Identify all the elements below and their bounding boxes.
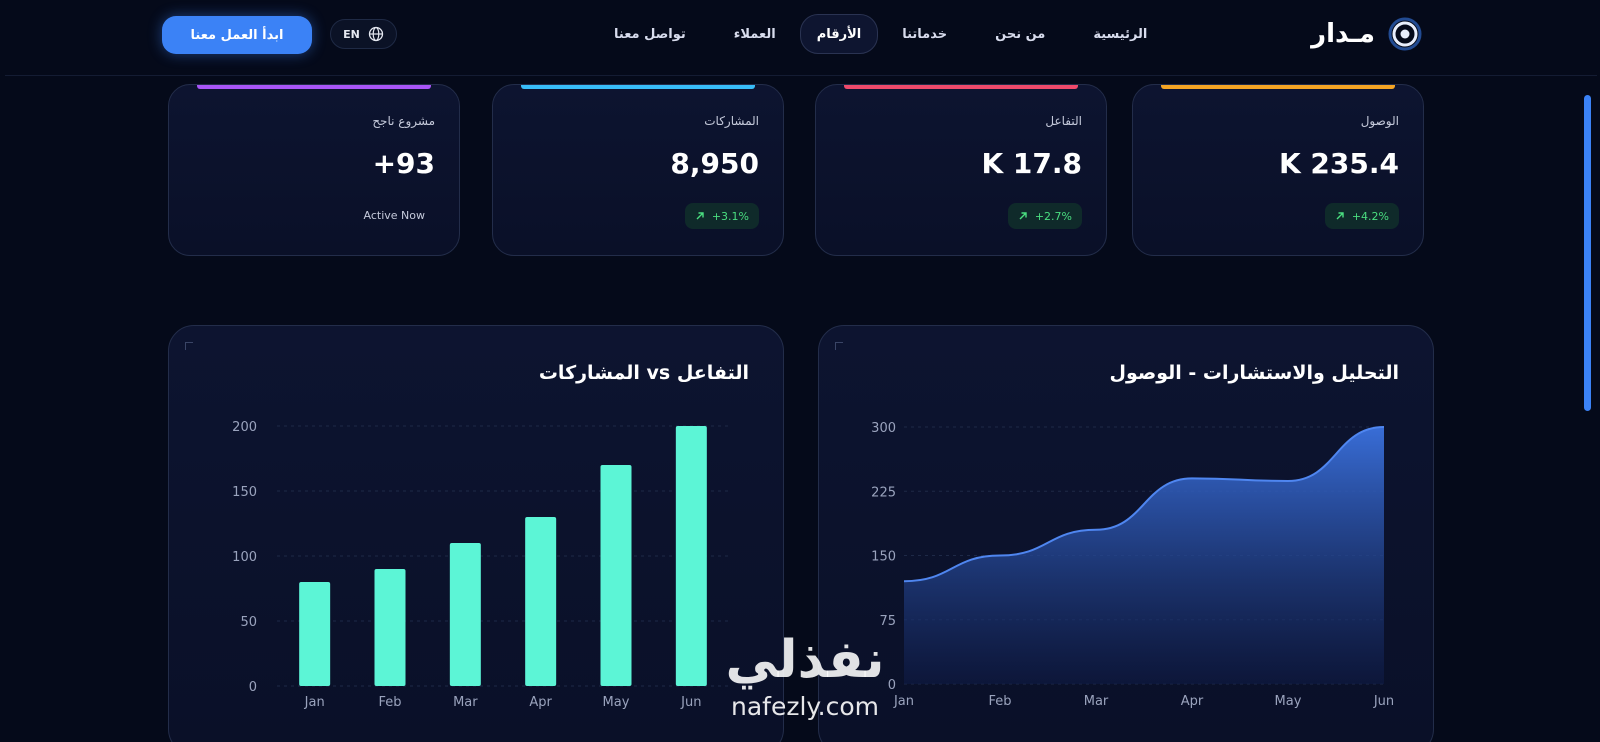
nav-links: الرئيسية من نحن خدماتنا الأرقام العملاء … xyxy=(590,14,1171,54)
x-tick-label: Jan xyxy=(893,694,914,709)
stat-accent-bar xyxy=(197,85,431,89)
y-tick-label: 0 xyxy=(249,680,257,695)
stat-value: K 17.8 xyxy=(981,147,1082,180)
y-tick-label: 225 xyxy=(871,485,896,500)
x-tick-label: Feb xyxy=(378,695,401,710)
y-tick-label: 100 xyxy=(232,550,257,565)
corner-mark xyxy=(185,342,193,350)
page-scrollbar-thumb[interactable] xyxy=(1584,95,1591,411)
chart-title: التفاعل vs المشاركات xyxy=(538,362,749,384)
area-series-fill xyxy=(904,427,1384,684)
arrow-up-right-icon xyxy=(696,212,704,220)
x-tick-label: Jan xyxy=(304,695,325,710)
x-tick-label: Apr xyxy=(1181,694,1204,709)
bar-mark xyxy=(600,465,632,686)
x-tick-label: Mar xyxy=(453,695,478,710)
arrow-up-right-icon xyxy=(1336,212,1344,220)
bar-mark xyxy=(374,569,406,686)
stat-change-badge: +3.1% xyxy=(684,203,759,229)
corner-mark xyxy=(835,342,843,350)
bar-chart: 0 50 100 150 200 Jan Feb Mar Apr May Jun xyxy=(232,420,729,710)
navbar: ابدأ العمل معنا EN الرئيسية من نحن خدمات… xyxy=(5,0,1597,76)
bar-mark xyxy=(449,543,481,686)
stat-value: K 235.4 xyxy=(1278,147,1399,180)
stat-accent-bar xyxy=(1161,85,1395,89)
x-tick-label: Apr xyxy=(529,695,552,710)
x-tick-label: Jun xyxy=(1373,694,1394,709)
y-tick-label: 150 xyxy=(871,550,896,565)
bar-mark xyxy=(675,426,707,686)
stat-change-badge: +2.7% xyxy=(1007,203,1082,229)
page: ابدأ العمل معنا EN الرئيسية من نحن خدمات… xyxy=(5,0,1597,742)
stat-card-engagement: التفاعل K 17.8 +2.7% xyxy=(815,84,1107,256)
stat-label: المشاركات xyxy=(704,114,759,128)
y-tick-label: 200 xyxy=(232,420,257,435)
stat-value: +93 xyxy=(372,147,435,180)
x-tick-label: Jun xyxy=(680,695,701,710)
nav-link-about[interactable]: من نحن xyxy=(995,26,1046,42)
nav-link-home[interactable]: الرئيسية xyxy=(1093,26,1148,42)
nav-link-services[interactable]: خدماتنا xyxy=(902,26,948,42)
area-series-line xyxy=(903,426,1385,583)
stat-note: Active Now xyxy=(363,209,425,222)
reach-area-chart-card: التحليل والاستشارات - الوصول 0 75 150 225 30… xyxy=(818,325,1434,742)
language-label: EN xyxy=(343,27,360,41)
nav-link-clients[interactable]: العملاء xyxy=(733,26,776,42)
stat-value: 8,950 xyxy=(670,147,759,180)
brand[interactable]: مـدار xyxy=(1311,12,1425,56)
globe-icon xyxy=(368,26,384,42)
stat-card-shares: المشاركات 8,950 +3.1% xyxy=(492,84,784,256)
chart-title: التحليل والاستشارات - الوصول xyxy=(1109,362,1399,384)
stat-label: التفاعل xyxy=(1045,114,1082,128)
y-tick-label: 300 xyxy=(871,421,896,436)
y-tick-label: 75 xyxy=(879,614,896,629)
stat-label: مشروع ناجح xyxy=(372,114,435,128)
stat-card-projects: مشروع ناجح +93 Active Now xyxy=(168,84,460,256)
stat-accent-bar xyxy=(844,85,1078,89)
brand-name: مـدار xyxy=(1311,19,1375,49)
bar-mark xyxy=(299,582,331,686)
x-tick-label: May xyxy=(1275,694,1302,709)
x-tick-label: Mar xyxy=(1084,694,1109,709)
stat-card-reach: الوصول K 235.4 +4.2% xyxy=(1132,84,1424,256)
stat-change-value: +4.2% xyxy=(1351,209,1389,223)
nav-link-contact[interactable]: تواصل معنا xyxy=(614,26,686,42)
arrow-up-right-icon xyxy=(1019,212,1027,220)
nav-link-numbers[interactable]: الأرقام xyxy=(799,14,879,54)
stat-label: الوصول xyxy=(1360,114,1399,128)
area-chart: 0 75 150 225 300 Jan Feb Mar Apr May Jun xyxy=(871,421,1394,709)
stat-accent-bar xyxy=(521,85,755,89)
brand-logo-icon xyxy=(1388,17,1422,51)
y-tick-label: 150 xyxy=(232,485,257,500)
start-working-button[interactable]: ابدأ العمل معنا xyxy=(162,16,312,54)
y-tick-label: 0 xyxy=(888,678,896,693)
stat-change-badge: +4.2% xyxy=(1324,203,1399,229)
x-tick-label: Feb xyxy=(988,694,1011,709)
bar-mark xyxy=(525,517,557,686)
y-tick-label: 50 xyxy=(240,615,257,630)
stat-change-value: +3.1% xyxy=(711,209,749,223)
engagement-bar-chart-card: التفاعل vs المشاركات 0 50 100 150 200 Jan Feb M… xyxy=(168,325,784,742)
x-tick-label: May xyxy=(603,695,630,710)
language-switch-button[interactable]: EN xyxy=(330,19,397,49)
stat-change-value: +2.7% xyxy=(1034,209,1072,223)
